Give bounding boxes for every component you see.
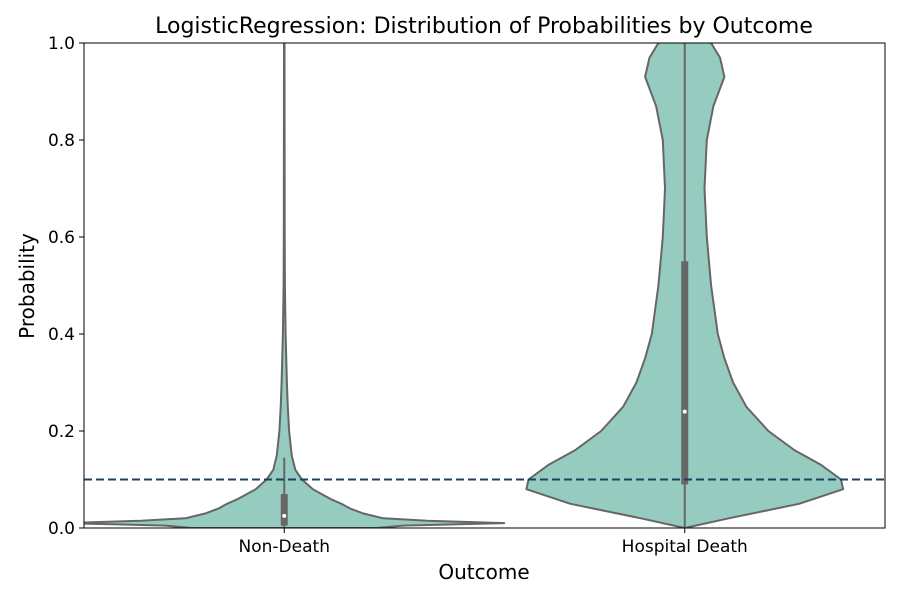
x-tick-label: Non-Death: [239, 537, 330, 557]
axis-ticks: 0.0 0.2 0.4 0.6 0.8 1.0 Non-Death Hospital Deat…: [48, 34, 748, 557]
x-tick-label: Hospital Death: [622, 537, 748, 557]
iqr-box-non-death: [280, 494, 288, 526]
plot-frame: [83, 42, 886, 529]
violin-non-death: [84, 43, 506, 528]
y-tick-label: 0.2: [48, 422, 75, 442]
x-axis-label: Outcome: [438, 560, 529, 584]
y-tick-label: 0.4: [48, 325, 75, 345]
median-dot-non-death: [282, 513, 287, 518]
plot-clipped-group: [84, 43, 885, 528]
y-tick-label: 0.6: [48, 228, 75, 248]
y-axis-label: Probability: [15, 233, 39, 339]
y-tick-label: 1.0: [48, 34, 75, 54]
y-tick-label: 0.0: [48, 519, 75, 539]
chart-title: LogisticRegression: Distribution of Prob…: [155, 14, 813, 39]
iqr-box-hospital-death: [681, 261, 689, 485]
median-dot-hospital-death: [682, 409, 687, 414]
y-tick-label: 0.8: [48, 131, 75, 151]
plot-area: [83, 42, 886, 529]
